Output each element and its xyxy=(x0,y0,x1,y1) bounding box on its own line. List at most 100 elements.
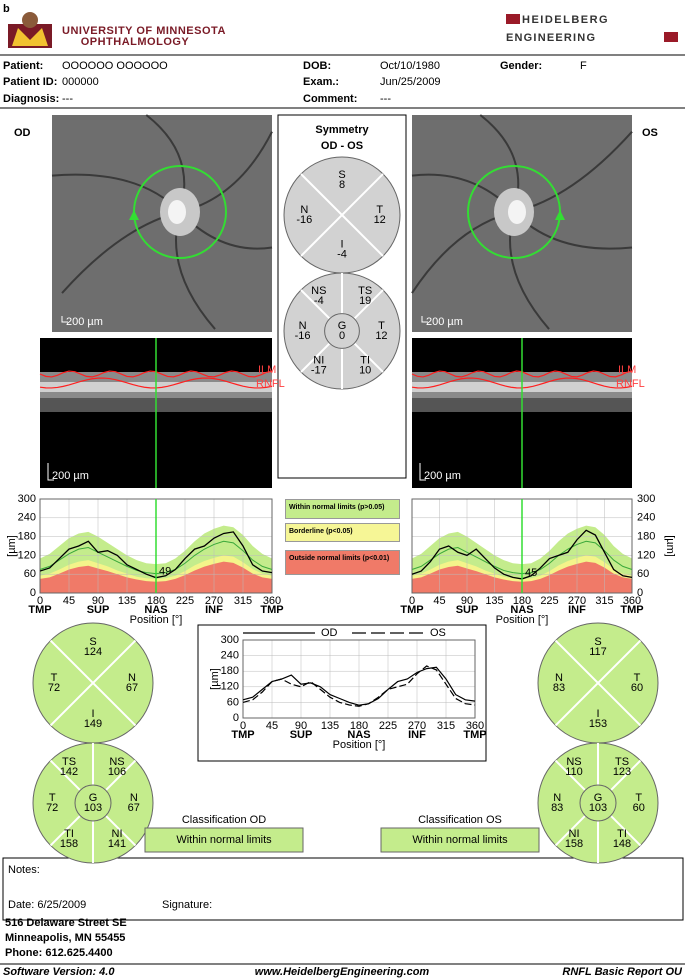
scale-bar xyxy=(47,463,54,481)
comparison-line xyxy=(242,665,476,707)
x-tick-label: 225 xyxy=(176,595,194,607)
field-label: Patient: xyxy=(3,60,43,72)
sector-value: 153 xyxy=(589,718,607,730)
optic-cup xyxy=(168,200,186,224)
scale-bar xyxy=(421,316,428,323)
address-line: Phone: 612.625.4400 xyxy=(5,947,113,959)
panel-label: b xyxy=(3,3,10,15)
y-tick-label: 300 xyxy=(18,493,36,505)
x-tick-label: 90 xyxy=(461,595,473,607)
sector-name: NI xyxy=(112,828,123,840)
y-tick-label: 240 xyxy=(18,512,36,524)
x-axis-title: Position [°] xyxy=(496,614,549,626)
sector-name: N xyxy=(553,792,561,804)
sector-divider xyxy=(105,815,137,847)
x-tick-label: 270 xyxy=(205,595,223,607)
sector-name: T xyxy=(635,792,642,804)
field-value: OOOOOO OOOOOO xyxy=(62,60,168,72)
sector-divider xyxy=(300,173,384,257)
field-value: Oct/10/1980 xyxy=(380,60,440,72)
marker-value: 49 xyxy=(159,566,171,578)
x-tick-label: 360 xyxy=(466,720,484,732)
sector-name: I xyxy=(596,708,599,720)
sector-name: TI xyxy=(360,355,370,367)
region-label: SUP xyxy=(290,729,313,741)
sector-value: 148 xyxy=(613,838,631,850)
optic-cup xyxy=(508,200,526,224)
sector-name: I xyxy=(340,239,343,251)
sector-divider xyxy=(300,289,331,320)
region-label: NAS xyxy=(347,729,370,741)
y-tick-label: 60 xyxy=(24,568,36,580)
y-tick-label: 240 xyxy=(637,512,655,524)
sector-value: -16 xyxy=(295,330,311,342)
region-label: TMP xyxy=(620,604,643,616)
sector-name: T xyxy=(49,792,56,804)
region-label: INF xyxy=(205,604,223,616)
sector-value: 12 xyxy=(374,214,386,226)
legend-label: OD xyxy=(321,627,338,639)
scan-arrow xyxy=(555,210,565,220)
sector-value: 12 xyxy=(375,330,387,342)
region-label: TMP xyxy=(260,604,283,616)
symmetry-title: Symmetry xyxy=(315,124,369,136)
classification-box xyxy=(380,827,540,853)
sector-divider xyxy=(610,815,642,847)
x-tick-label: 135 xyxy=(118,595,136,607)
y-tick-label: 180 xyxy=(637,531,655,543)
sector-name: N xyxy=(130,792,138,804)
sector-value: 158 xyxy=(565,838,583,850)
notes-title: Notes: xyxy=(8,864,40,876)
sector-name: TI xyxy=(64,828,74,840)
x-tick-label: 135 xyxy=(485,595,503,607)
layer-label: ILM xyxy=(618,364,636,376)
scale-label: 200 µm xyxy=(66,316,103,328)
classification-title: Classification OD xyxy=(182,814,266,826)
layer-label: ILM xyxy=(258,364,276,376)
y-tick-label: 120 xyxy=(18,549,36,561)
sector-name: TS xyxy=(358,285,372,297)
sector-name: TI xyxy=(617,828,627,840)
address-line: Minneapolis, MN 55455 xyxy=(5,932,125,944)
sector-name: T xyxy=(376,204,383,216)
legend-borderline: Borderline (p<0.05) xyxy=(285,523,400,542)
region-label: TMP xyxy=(463,729,486,741)
eye-label: OD xyxy=(14,127,31,139)
x-tick-label: 180 xyxy=(513,595,531,607)
x-tick-label: 315 xyxy=(437,720,455,732)
sector-name: NS xyxy=(566,756,581,768)
x-tick-label: 90 xyxy=(92,595,104,607)
sector-name: G xyxy=(89,792,98,804)
symmetry-box xyxy=(277,114,407,479)
x-tick-label: 180 xyxy=(147,595,165,607)
region-label: TMP xyxy=(28,604,51,616)
field-value: --- xyxy=(380,93,391,105)
field-value: Jun/25/2009 xyxy=(380,76,441,88)
address-line: 516 Delaware Street SE xyxy=(5,917,127,929)
sector-divider xyxy=(49,815,81,847)
field-value: --- xyxy=(62,93,73,105)
sector-name: T xyxy=(634,672,641,684)
classification-box xyxy=(144,827,304,853)
sector-value: 60 xyxy=(633,802,645,814)
x-tick-label: 225 xyxy=(540,595,558,607)
scale-bar xyxy=(419,463,426,481)
x-tick-label: 0 xyxy=(240,720,246,732)
y-tick-label: 60 xyxy=(227,696,239,708)
sector-name: TS xyxy=(62,756,76,768)
sector-value: 72 xyxy=(48,682,60,694)
x-tick-label: 270 xyxy=(568,595,586,607)
scan-arrow xyxy=(129,210,139,220)
x-tick-label: 360 xyxy=(623,595,641,607)
x-tick-label: 0 xyxy=(37,595,43,607)
legend-outside: Outside normal limits (p<0.01) xyxy=(285,550,400,575)
sector-name: N xyxy=(128,672,136,684)
sector-value: 8 xyxy=(339,179,345,191)
x-tick-label: 315 xyxy=(234,595,252,607)
region-label: SUP xyxy=(87,604,110,616)
sector-name: G xyxy=(338,320,347,332)
x-tick-label: 225 xyxy=(379,720,397,732)
company-line1: HEIDELBERG xyxy=(522,14,609,26)
symmetry-subtitle: OD - OS xyxy=(321,140,363,152)
